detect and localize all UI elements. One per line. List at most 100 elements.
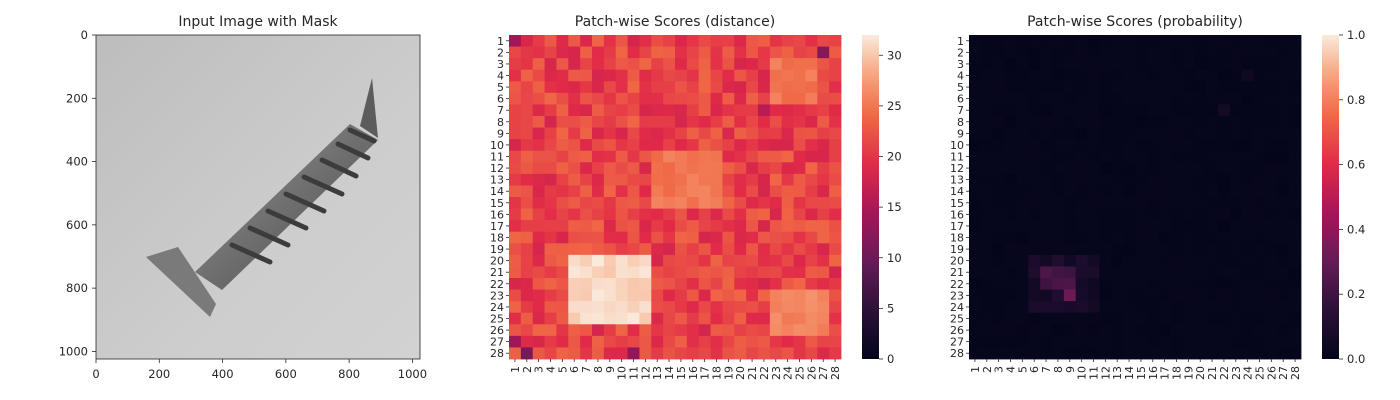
heatmap-cell — [1099, 243, 1112, 256]
heatmap-cell — [1146, 243, 1160, 256]
colorbar-tick-label: 10 — [887, 251, 902, 265]
heatmap-cell — [1040, 58, 1053, 71]
heatmap-cell — [615, 301, 628, 314]
heatmap-cell — [1004, 58, 1017, 71]
heatmap-cell — [1123, 289, 1136, 302]
heatmap-cell — [1241, 301, 1254, 314]
heatmap-cell — [1158, 173, 1171, 186]
heatmap-cell — [1170, 301, 1183, 314]
heatmap-cell — [1194, 197, 1207, 209]
x-tick-label: 4 — [545, 366, 558, 373]
heatmap-cell — [1063, 185, 1077, 198]
heatmap-cell — [1040, 335, 1053, 348]
heatmap-cell — [592, 139, 605, 152]
heatmap-cell — [992, 324, 1005, 337]
heatmap-cell — [627, 127, 640, 140]
heatmap-cell — [1253, 324, 1266, 337]
heatmap-cell — [1229, 312, 1243, 325]
heatmap-cell — [1111, 116, 1124, 128]
heatmap-cell — [1099, 116, 1112, 128]
heatmap-cell — [1016, 266, 1029, 279]
heatmap-cell — [722, 35, 735, 47]
heatmap-cell — [758, 266, 771, 279]
heatmap-cell — [969, 266, 982, 279]
colorbar-tick-label: 5 — [887, 301, 894, 315]
heatmap-cell — [1087, 347, 1100, 360]
heatmap-cell — [1099, 35, 1112, 47]
heatmap-cell — [722, 335, 735, 348]
y-tick-label: 12 — [490, 162, 504, 175]
heatmap-cell — [1158, 139, 1171, 152]
heatmap-cell — [1123, 58, 1136, 71]
heatmap-cell — [758, 150, 771, 163]
heatmap-cell — [627, 278, 640, 290]
heatmap-cell — [734, 92, 747, 105]
heatmap-cell — [592, 220, 605, 233]
heatmap-cell — [1111, 173, 1124, 186]
heatmap-cell — [1123, 301, 1136, 314]
heatmap-cell — [663, 81, 676, 94]
heatmap-cell — [980, 127, 994, 140]
heatmap-cell — [805, 335, 818, 348]
heatmap-cell — [556, 312, 569, 325]
heatmap-cell — [651, 127, 664, 140]
heatmap-cell — [627, 301, 640, 314]
heatmap-cell — [781, 173, 794, 186]
heatmap-cell — [592, 289, 605, 302]
heatmap-cell — [580, 335, 593, 348]
heatmap-cell — [615, 347, 628, 360]
x-tick-label: 1 — [969, 366, 982, 373]
heatmap-cell — [675, 347, 688, 360]
y-tick-label: 8 — [957, 116, 964, 129]
heatmap-cell — [520, 104, 534, 117]
heatmap-cell — [710, 104, 723, 117]
heatmap-cell — [615, 150, 628, 163]
heatmap-cell — [1075, 220, 1088, 233]
heatmap-cell — [1265, 150, 1278, 163]
heatmap-cell — [592, 116, 605, 128]
heatmap-cell — [1075, 266, 1088, 279]
photo-background — [96, 35, 420, 359]
heatmap-cell — [639, 127, 652, 140]
heatmap-cell — [817, 208, 830, 221]
heatmap-cell — [1028, 243, 1041, 256]
heatmap-cell — [639, 46, 652, 59]
heatmap-cell — [627, 92, 640, 105]
y-tick-label: 1 — [497, 35, 504, 48]
heatmap-cell — [1028, 266, 1041, 279]
heatmap-cell — [509, 46, 522, 59]
x-tick-label: 200 — [148, 367, 170, 381]
heatmap-cell — [1158, 185, 1171, 198]
heatmap-cell — [1229, 208, 1243, 221]
heatmap-cell — [769, 46, 783, 59]
heatmap-cell — [1158, 58, 1171, 71]
heatmap-cell — [532, 220, 545, 233]
heatmap-cell — [675, 289, 688, 302]
heatmap-cell — [1135, 104, 1148, 117]
heatmap-cell — [1146, 81, 1160, 94]
heatmap-cell — [781, 266, 794, 279]
heatmap-cell — [1170, 312, 1183, 325]
heatmap-cell — [1158, 35, 1171, 47]
heatmap-cell — [1277, 69, 1290, 82]
heatmap-cell — [1218, 127, 1231, 140]
heatmap-cell — [1028, 185, 1041, 198]
heatmap-cell — [532, 208, 545, 221]
heatmap-cell — [734, 231, 747, 244]
heatmap-cell — [615, 127, 628, 140]
heatmap-cell — [1135, 254, 1148, 267]
heatmap-cell — [520, 254, 534, 267]
heatmap-cell — [639, 220, 652, 233]
heatmap-cell — [1182, 324, 1195, 337]
heatmap-cell — [592, 185, 605, 198]
heatmap-cell — [1218, 324, 1231, 337]
heatmap-cell — [1277, 243, 1290, 256]
heatmap-cell — [1052, 324, 1065, 337]
heatmap-cell — [1016, 335, 1029, 348]
heatmap-cell — [675, 35, 688, 47]
heatmap-cell — [639, 231, 652, 244]
heatmap-cell — [1206, 150, 1219, 163]
heatmap-cell — [627, 231, 640, 244]
heatmap-cell — [793, 266, 806, 279]
heatmap-cell — [1087, 92, 1100, 105]
